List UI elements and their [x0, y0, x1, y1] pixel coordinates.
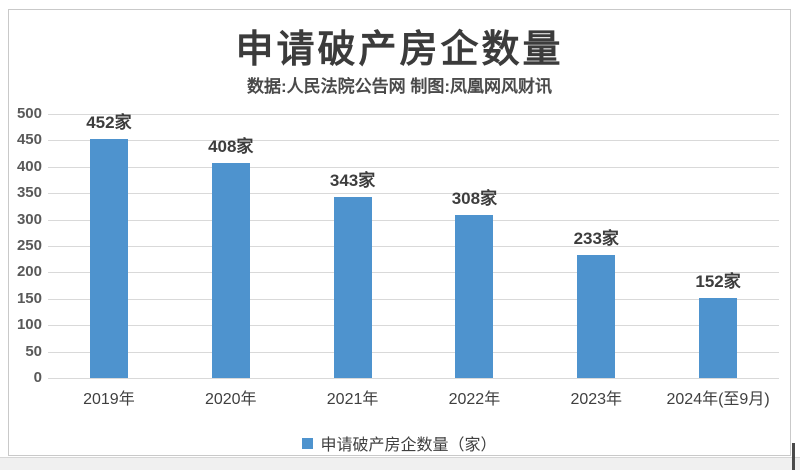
chart-frame: 申请破产房企数量 数据:人民法院公告网 制图:凤凰网风财讯 500 450 400 3… [8, 9, 791, 456]
y-tick-label: 250 [16, 237, 42, 254]
y-tick-label: 300 [16, 210, 42, 228]
y-tick-label: 50 [25, 342, 42, 360]
y-tick-label: 100 [16, 316, 42, 334]
y-tick-label: 500 [16, 105, 42, 122]
y-tick-label: 450 [16, 131, 42, 149]
plot-area: 500 450 400 350 300 250 200 150 100 50 0 452家 2019年 4… [17, 105, 779, 408]
x-tick-label: 2021年 [326, 391, 379, 408]
x-tick-label: 2019年 [83, 391, 135, 408]
x-tick-label: 2020年 [204, 391, 257, 408]
gridline [48, 166, 779, 168]
gridline [48, 114, 779, 115]
chart-title: 申请破产房企数量 [235, 29, 564, 71]
bar-value-label: 308家 [451, 189, 498, 209]
gridline [48, 298, 779, 300]
bar [333, 196, 372, 378]
bar [455, 215, 494, 378]
bar-value-label: 343家 [329, 170, 376, 190]
gridline [48, 272, 779, 274]
gridline [48, 140, 779, 142]
bottom-strip [0, 457, 800, 470]
bar-value-label: 452家 [86, 113, 132, 133]
legend-label: 申请破产房企数量（家） [320, 437, 497, 454]
edge-artifact-mark [792, 443, 795, 470]
x-tick-label: 2024年(至9月) [666, 391, 770, 408]
gridline [48, 246, 779, 247]
bar [89, 139, 128, 378]
gridline [48, 351, 779, 353]
bar [577, 254, 616, 378]
bar [211, 162, 250, 378]
y-tick-label: 150 [16, 289, 42, 307]
gridline [48, 193, 779, 195]
gridline [48, 378, 779, 379]
bar-value-label: 408家 [208, 136, 254, 156]
y-tick-label: 0 [33, 369, 42, 386]
legend: 申请破产房企数量（家） [9, 431, 790, 455]
y-tick-label: 200 [16, 263, 42, 281]
legend-swatch-icon [302, 437, 314, 449]
bar [699, 297, 738, 378]
gridline [48, 325, 779, 327]
y-tick-label: 400 [16, 157, 42, 175]
y-tick-label: 350 [16, 184, 42, 202]
chart-subtitle: 数据:人民法院公告网 制图:凤凰网风财讯 [246, 77, 553, 96]
x-tick-label: 2022年 [448, 391, 501, 408]
x-tick-label: 2023年 [570, 391, 623, 408]
gridline [48, 219, 779, 221]
bar-value-label: 152家 [695, 271, 741, 291]
bar-value-label: 233家 [573, 228, 619, 248]
